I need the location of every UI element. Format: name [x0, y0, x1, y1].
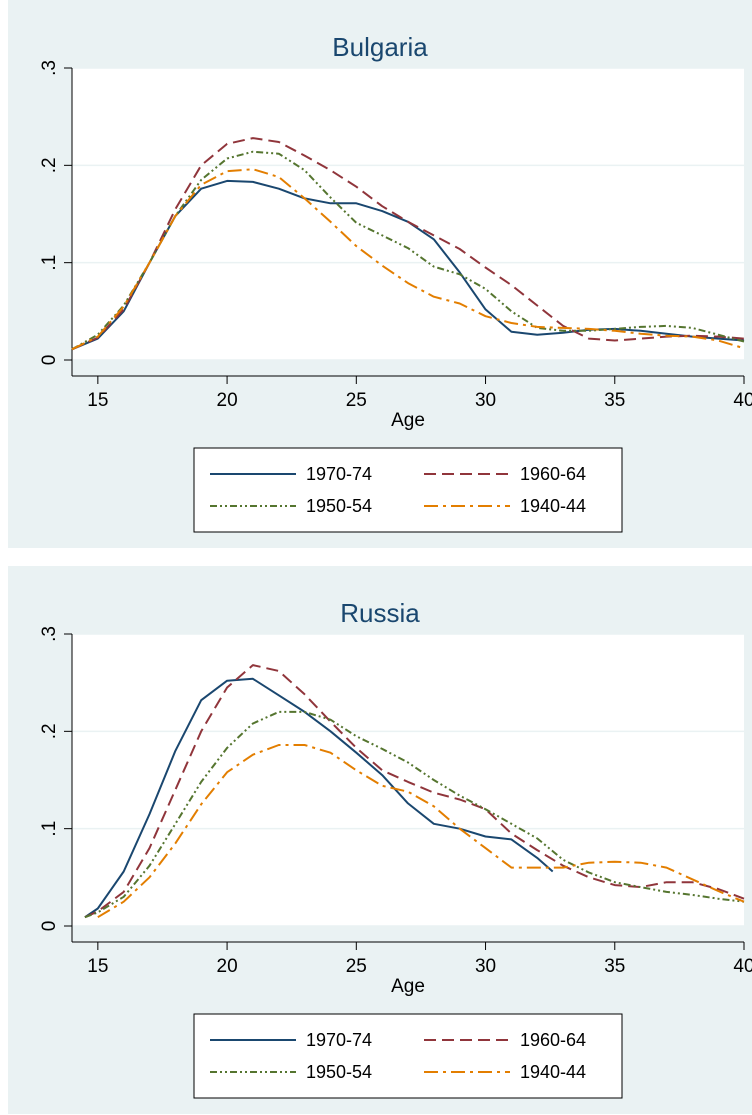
bulgaria-chart: Bulgaria 0 .1 .2 .3 15 20 25 30 35 40 Age 1970-74 196… [8, 0, 752, 548]
bulgaria-chart-panel: Bulgaria 0 .1 .2 .3 15 20 25 30 35 40 Age 1970-74 196… [8, 0, 752, 548]
legend-label-1950-54: 1950-54 [306, 1062, 372, 1082]
chart-title: Bulgaria [332, 32, 428, 62]
plot-area [72, 634, 744, 926]
legend-label-1950-54: 1950-54 [306, 496, 372, 516]
x-tick-label: 35 [604, 956, 625, 977]
russia-chart-panel: Russia 0 .1 .2 .3 15 20 25 30 35 40 Age 1970-74 1960-… [8, 566, 752, 1114]
legend-box [194, 1014, 622, 1098]
y-tick-label: 0 [39, 921, 60, 932]
x-axis-title: Age [391, 976, 425, 997]
x-tick-label: 30 [475, 390, 496, 411]
y-tick-label: .3 [39, 60, 60, 76]
x-tick-label: 15 [87, 390, 108, 411]
legend-box [194, 448, 622, 532]
legend-label-1970-74: 1970-74 [306, 464, 372, 484]
chart-title: Russia [340, 598, 420, 628]
x-tick-label: 25 [346, 390, 367, 411]
x-tick-label: 25 [346, 956, 367, 977]
legend-label-1940-44: 1940-44 [520, 496, 586, 516]
x-tick-label: 40 [733, 390, 752, 411]
y-tick-label: .3 [39, 626, 60, 642]
y-tick-label: 0 [39, 355, 60, 366]
x-axis-title: Age [391, 410, 425, 431]
legend-label-1960-64: 1960-64 [520, 1030, 586, 1050]
y-tick-label: .1 [39, 821, 60, 837]
y-tick-label: .2 [39, 723, 60, 739]
legend-label-1940-44: 1940-44 [520, 1062, 586, 1082]
x-tick-label: 20 [217, 956, 238, 977]
legend-label-1960-64: 1960-64 [520, 464, 586, 484]
x-tick-label: 30 [475, 956, 496, 977]
y-tick-label: .2 [39, 157, 60, 173]
x-tick-label: 15 [87, 956, 108, 977]
x-tick-label: 40 [733, 956, 752, 977]
legend-label-1970-74: 1970-74 [306, 1030, 372, 1050]
y-tick-label: .1 [39, 255, 60, 271]
x-tick-label: 35 [604, 390, 625, 411]
russia-chart: Russia 0 .1 .2 .3 15 20 25 30 35 40 Age 1970-74 1960-… [8, 566, 752, 1114]
x-tick-label: 20 [217, 390, 238, 411]
